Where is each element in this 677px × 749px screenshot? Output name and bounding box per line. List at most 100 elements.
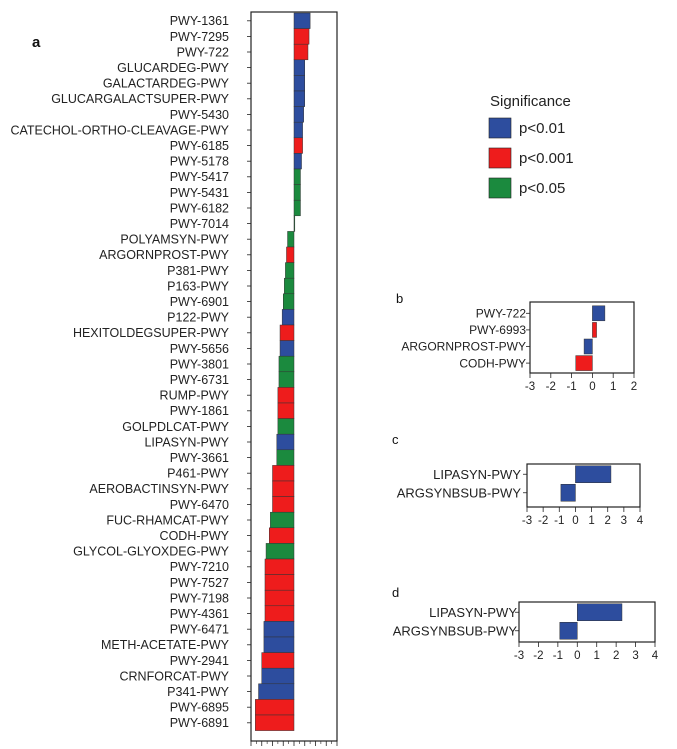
category-label-a-45: PWY-6895	[170, 701, 229, 715]
bar-a-35	[265, 543, 295, 560]
bar-a-24	[278, 371, 295, 388]
category-label-a-23: PWY-3801	[170, 357, 229, 371]
chart-panel-c: LIPASYN-PWY ARGSYNBSUB-PWY -3 -2 -1 0 1 2 3 4	[397, 463, 644, 527]
legend-swatch-p001	[488, 117, 512, 139]
x-tick-label-d-4: 0	[574, 650, 580, 662]
bar-a-46	[255, 714, 295, 731]
category-label-a-27: GOLPDLCAT-PWY	[122, 420, 229, 434]
category-label-a-18: P163-PWY	[167, 279, 229, 293]
category-label-a-22: PWY-5656	[170, 342, 229, 356]
bar-a-1	[293, 12, 311, 29]
category-label-a-2: PWY-7295	[170, 30, 229, 44]
x-tick-label-c-5: 1	[588, 515, 594, 527]
category-label-a-26: PWY-1861	[170, 404, 229, 418]
x-tick-label-b-2: -2	[546, 381, 556, 393]
bar-a-4	[293, 59, 305, 76]
bar-b-2	[592, 322, 597, 338]
x-tick-label-b-3: -1	[566, 381, 576, 393]
x-tick-label-d-5: 1	[594, 650, 600, 662]
bar-a-25	[277, 387, 295, 404]
category-label-b-3: ARGORNPROST-PWY	[401, 340, 526, 354]
category-label-a-17: P381-PWY	[167, 264, 229, 278]
category-label-b-2: PWY-6993	[469, 323, 526, 337]
category-label-a-24: PWY-6731	[170, 373, 229, 387]
x-tick-label-d-6: 2	[613, 650, 619, 662]
x-tick-label-d-8: 4	[652, 650, 659, 662]
category-label-a-21: HEXITOLDEGSUPER-PWY	[73, 326, 230, 340]
chart-panel-b: PWY-722 PWY-6993 ARGORNPROST-PWY CODH-PWY -3…	[401, 301, 637, 393]
bar-a-32	[272, 496, 295, 513]
bar-a-27	[277, 418, 295, 435]
category-label-b-1: PWY-722	[476, 307, 527, 321]
chart-panel-d: LIPASYN-PWY ARGSYNBSUB-PWY -3 -2 -1 0 1 2 3 4	[393, 601, 659, 662]
bar-a-39	[264, 605, 295, 622]
legend-label-p001: p<0.01	[519, 120, 565, 137]
x-tick-label-d-7: 3	[632, 650, 638, 662]
category-label-a-31: AEROBACTINSYN-PWY	[89, 482, 229, 496]
x-tick-label-c-4: 0	[572, 515, 578, 527]
legend-swatch-p0001	[488, 147, 512, 169]
x-tick-label-c-2: -2	[538, 515, 548, 527]
x-tick-label-c-3: -1	[554, 515, 564, 527]
bar-a-2	[293, 28, 310, 45]
bar-a-3	[293, 43, 309, 61]
bar-a-14	[293, 215, 296, 232]
category-label-a-13: PWY-6182	[170, 201, 229, 215]
bar-d-1	[577, 603, 623, 621]
x-tick-label-d-3: -1	[553, 650, 563, 662]
category-label-c-1: LIPASYN-PWY	[433, 467, 521, 482]
bar-a-26	[277, 402, 295, 419]
category-label-a-29: PWY-3661	[170, 451, 229, 465]
category-label-a-43: CRNFORCAT-PWY	[120, 669, 230, 683]
category-label-a-5: GALACTARDEG-PWY	[103, 77, 230, 91]
category-label-a-9: PWY-6185	[170, 139, 229, 153]
x-tick-label-b-4: 0	[589, 381, 595, 393]
legend-label-p0001: p<0.001	[519, 150, 574, 167]
category-label-a-11: PWY-5417	[170, 170, 229, 184]
bar-a-40	[263, 621, 295, 638]
x-tick-label-b-5: 1	[610, 381, 616, 393]
legend-title: Significance	[490, 93, 571, 110]
category-label-a-36: PWY-7210	[170, 560, 229, 574]
bar-a-45	[255, 699, 295, 716]
bar-a-30	[272, 465, 295, 482]
plot-frame-b	[529, 301, 635, 374]
bar-a-42	[261, 652, 295, 669]
bar-b-4	[575, 355, 593, 371]
bar-a-34	[269, 527, 295, 544]
bar-a-21	[279, 324, 295, 341]
category-label-a-25: RUMP-PWY	[160, 389, 230, 403]
panel-label-c: c	[392, 432, 399, 447]
bar-a-36	[264, 558, 295, 575]
bar-a-33	[270, 511, 295, 529]
bar-a-12	[293, 184, 301, 201]
bar-a-7	[293, 106, 304, 123]
category-label-a-15: POLYAMSYN-PWY	[120, 233, 229, 247]
category-label-a-30: P461-PWY	[167, 467, 229, 481]
bar-a-19	[283, 293, 295, 310]
x-tick-label-c-7: 3	[621, 515, 627, 527]
category-label-d-2: ARGSYNBSUB-PWY	[393, 623, 518, 638]
category-label-a-8: CATECHOL-ORTHO-CLEAVAGE-PWY	[10, 123, 229, 137]
category-label-a-40: PWY-6471	[170, 623, 229, 637]
category-label-a-37: PWY-7527	[170, 576, 229, 590]
category-label-a-6: GLUCARGALACTSUPER-PWY	[51, 92, 229, 106]
bar-a-43	[261, 667, 295, 685]
x-tick-label-d-1: -3	[514, 650, 524, 662]
category-label-c-2: ARGSYNBSUB-PWY	[397, 485, 522, 500]
x-tick-label-b-1: -3	[525, 381, 535, 393]
bar-a-10	[293, 153, 302, 170]
category-label-a-44: P341-PWY	[167, 685, 229, 699]
bar-c-1	[575, 465, 612, 483]
category-label-a-10: PWY-5178	[170, 155, 229, 169]
bar-a-23	[278, 355, 295, 373]
category-label-a-35: GLYCOL-GLYOXDEG-PWY	[73, 545, 229, 559]
bar-a-41	[263, 636, 295, 653]
category-label-a-4: GLUCARDEG-PWY	[117, 61, 229, 75]
bar-a-18	[284, 277, 295, 295]
legend: Significance p<0.01 p<0.001 p<0.05	[488, 93, 574, 199]
category-label-a-12: PWY-5431	[170, 186, 229, 200]
category-label-a-14: PWY-7014	[170, 217, 229, 231]
